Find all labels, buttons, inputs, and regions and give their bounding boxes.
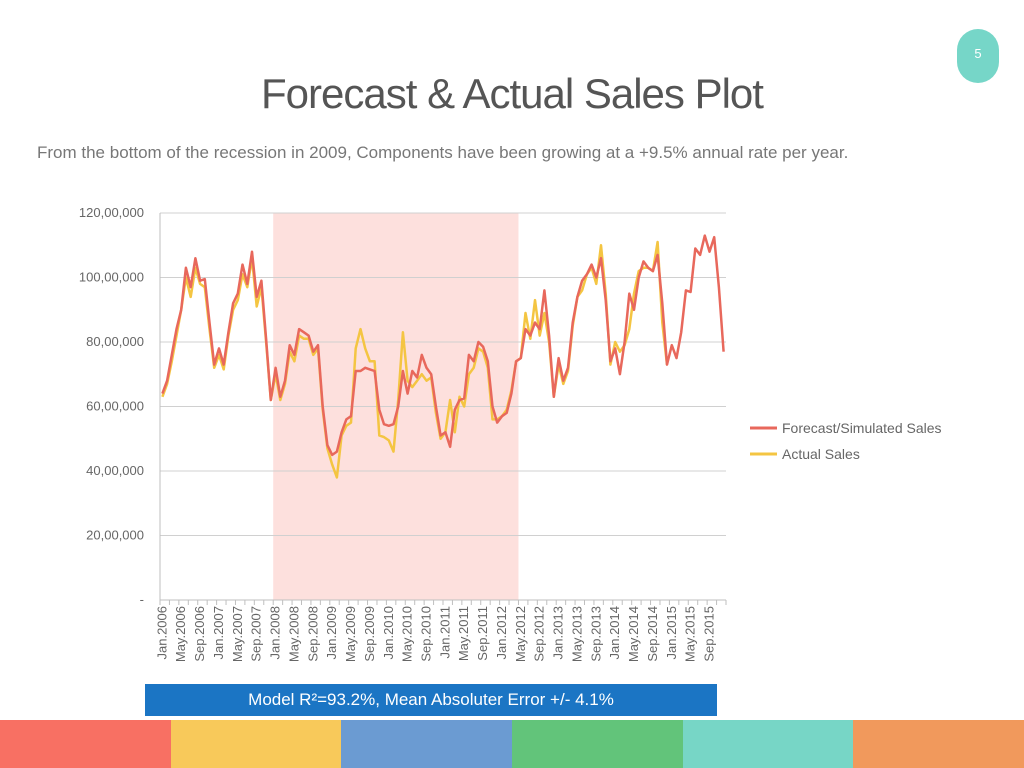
series-line-actual (161, 240, 669, 479)
page-number-badge: 5 (957, 29, 999, 83)
y-tick-label: 20,00,000 (86, 528, 144, 543)
series-line-forecast (161, 234, 725, 457)
x-tick-label: May.2007 (230, 606, 245, 662)
x-tick-label: Jan.2011 (437, 606, 452, 659)
x-tick-label: May.2010 (400, 606, 415, 662)
y-tick-label: - (140, 592, 144, 607)
x-tick-label: Jan.2013 (551, 606, 566, 660)
y-tick-label: 80,00,000 (86, 334, 144, 349)
x-tick-label: Sep.2011 (475, 606, 490, 661)
x-tick-label: Sep.2013 (588, 606, 603, 662)
footer-color-bar (0, 720, 1024, 768)
x-tick-label: May.2015 (683, 606, 698, 662)
y-tick-label: 100,00,000 (79, 270, 144, 285)
x-tick-label: Sep.2006 (192, 606, 207, 662)
model-accuracy-banner: Model R²=93.2%, Mean Absoluter Error +/-… (145, 684, 717, 716)
x-tick-label: Jan.2008 (268, 606, 283, 660)
sales-line-chart: - 20,00,000 40,00,000 60,00,000 80,00,000 100… (79, 205, 942, 662)
legend-label: Forecast/Simulated Sales (782, 420, 942, 436)
x-tick-label: Sep.2015 (701, 606, 716, 662)
x-tick-label: Sep.2007 (249, 606, 264, 662)
x-tick-label: May.2006 (173, 606, 188, 662)
x-tick-label: Jan.2010 (381, 606, 396, 660)
x-tick-label: May.2011 (456, 606, 471, 661)
footer-color-block-1 (0, 720, 171, 768)
x-tick-label: Jan.2006 (154, 606, 169, 660)
footer-color-block-2 (170, 720, 342, 768)
x-tick-label: Jan.2015 (664, 606, 679, 660)
footer-color-block-6 (853, 720, 1024, 768)
slide-title: Forecast & Actual Sales Plot (261, 70, 764, 117)
footer-color-block-5 (682, 720, 854, 768)
x-tick-label: Jan.2007 (211, 606, 226, 660)
x-tick-label: May.2009 (343, 606, 358, 662)
x-tick-label: May.2008 (286, 606, 301, 662)
x-tick-label: Jan.2012 (494, 606, 509, 660)
x-tick-label: Jan.2009 (324, 606, 339, 660)
x-tick-label: Sep.2014 (645, 606, 660, 662)
y-tick-label: 40,00,000 (86, 463, 144, 478)
legend-label: Actual Sales (782, 446, 860, 462)
y-tick-label: 120,00,000 (79, 205, 144, 220)
x-tick-label: May.2013 (569, 606, 584, 662)
footer-color-block-3 (341, 720, 513, 768)
footer-color-block-4 (512, 720, 683, 768)
y-tick-label: 60,00,000 (86, 399, 144, 414)
x-tick-label: May.2012 (513, 606, 528, 662)
x-tick-label: Sep.2008 (305, 606, 320, 662)
x-tick-label: May.2014 (626, 606, 641, 662)
x-tick-label: Sep.2009 (362, 606, 377, 662)
x-tick-label: Sep.2010 (418, 606, 433, 662)
x-tick-label: Sep.2012 (532, 606, 547, 662)
x-tick-label: Jan.2014 (607, 606, 622, 660)
slide-subtitle: From the bottom of the recession in 2009… (37, 143, 849, 162)
